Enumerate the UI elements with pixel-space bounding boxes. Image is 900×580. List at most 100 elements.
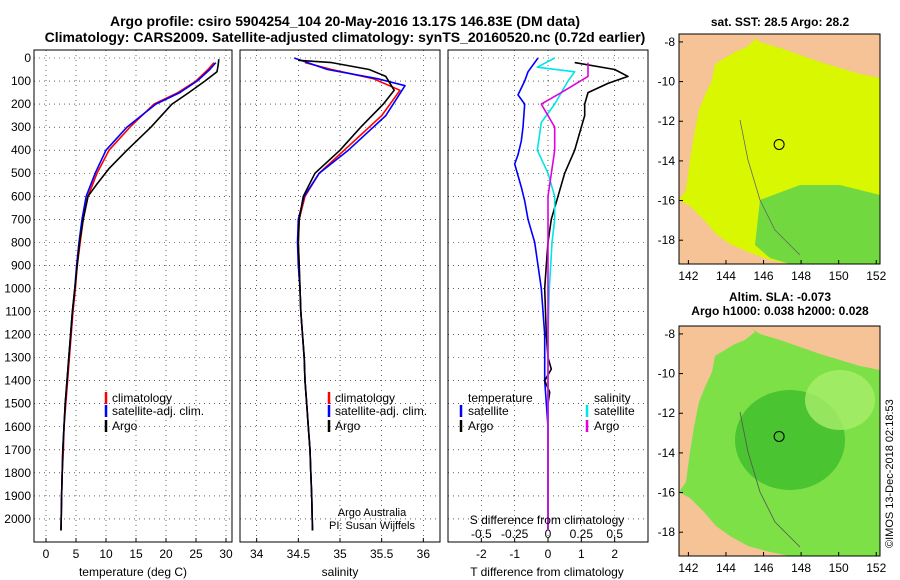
x-tick-label: 34.5 [287, 547, 311, 561]
depth-tick-label: 2000 [4, 512, 31, 526]
sla-shelf-contour [739, 411, 801, 548]
x-tick-label: 5 [73, 547, 80, 561]
sla-high-anomaly [805, 370, 875, 430]
depth-tick-label: 500 [11, 166, 31, 180]
series-t-argo [543, 61, 629, 531]
depth-tick-label: 1700 [4, 443, 31, 457]
depth-tick-label: 100 [11, 74, 31, 88]
x-tick-label: 25 [189, 547, 203, 561]
lat-tick-label: -12 [658, 406, 676, 420]
sla-land-cape-york [679, 326, 755, 492]
t-difference-axis-label: T difference from climatology [470, 565, 624, 579]
imos-timestamp: ©IMOS 13-Dec-2018 02:18:53 [884, 399, 896, 548]
series-argo [297, 59, 396, 531]
sst-lat-ticks: -8 -10 -12 -14 -16 -18 [658, 35, 683, 247]
depth-tick-label: 800 [11, 235, 31, 249]
sst-cooler-patch [755, 185, 880, 264]
difference-panel: -2 -1 0 1 2 -0.5 -0.25 0 0.25 0.5 S difference f… [447, 49, 649, 579]
lon-tick-label: 150 [829, 561, 849, 575]
temperature-axis-label: temperature (deg C) [79, 565, 187, 579]
x-tick-label: 15 [129, 547, 143, 561]
temperature-series [60, 59, 220, 531]
x-tick-label: 10 [99, 547, 113, 561]
s-diff-tick-label: -0.5 [471, 527, 492, 541]
lon-tick-label: 146 [754, 561, 774, 575]
sla-lat-ticks: -8 -10 -12 -14 -16 -18 [658, 327, 683, 539]
credit-line2: PI: Susan Wijffels [329, 520, 415, 532]
depth-tick-label: 1400 [4, 374, 31, 388]
lon-tick-label: 142 [678, 269, 698, 283]
sst-map-title: sat. SST: 28.5 Argo: 28.2 [711, 15, 850, 29]
x-tick-label: 0 [43, 547, 50, 561]
sal-legend-climatology-label: climatology [335, 391, 395, 405]
sla-map-title-line1: Altim. SLA: -0.073 [729, 290, 831, 304]
x-tick-label: 30 [219, 547, 233, 561]
lon-tick-label: 152 [866, 269, 886, 283]
sst-map-panel: sat. SST: 28.5 Argo: 28.2 142 144 146 148 15… [658, 15, 887, 283]
depth-tick-label: 400 [11, 143, 31, 157]
legend-s-satellite-label: satellite [594, 404, 635, 418]
salinity-panel: 34 34.5 35 35.5 36 salinity climatology sate… [239, 49, 441, 579]
salinity-grid [240, 50, 440, 542]
salinity-axis-ticks: 34 34.5 35 35.5 36 [250, 538, 430, 561]
sla-map-frame [678, 325, 881, 557]
lon-tick-label: 148 [791, 269, 811, 283]
sst-shelf-contour [739, 119, 801, 256]
series-s-argo [540, 62, 589, 531]
lon-tick-label: 142 [678, 561, 698, 575]
sla-land-coast [679, 492, 790, 556]
x-tick-label: 2 [611, 547, 618, 561]
depth-tick-label: 1600 [4, 420, 31, 434]
lat-tick-label: -16 [658, 194, 676, 208]
temperature-legend: climatology satellite-adj. clim. Argo [104, 391, 204, 433]
depth-tick-label: 1100 [5, 305, 31, 319]
sal-legend-satellite-label: satellite-adj. clim. [335, 404, 427, 418]
s-difference-axis-ticks: -0.5 -0.25 0 0.25 0.5 [471, 527, 623, 541]
lon-tick-label: 144 [716, 561, 736, 575]
lat-tick-label: -10 [658, 367, 676, 381]
sst-land-cape-york [679, 34, 755, 200]
sst-land-new-guinea [748, 34, 880, 78]
salinity-legend: climatology satellite-adj. clim. Argo [327, 391, 427, 433]
temperature-grid [34, 50, 232, 542]
sla-float-position-marker [773, 430, 785, 442]
x-tick-label: 35.5 [370, 547, 394, 561]
difference-legend: temperature satellite Argo salinity sate… [459, 391, 635, 433]
legend-temperature-title: temperature [468, 391, 533, 405]
legend-salinity-title: salinity [594, 391, 631, 405]
depth-tick-label: 1200 [4, 328, 31, 342]
sst-map-frame [678, 33, 881, 265]
s-diff-tick-label: 0 [545, 527, 552, 541]
salinity-axis-label: salinity [322, 565, 359, 579]
lon-tick-label: 144 [716, 269, 736, 283]
sla-map-panel: Altim. SLA: -0.073 Argo h1000: 0.038 h20… [658, 290, 887, 575]
lat-tick-label: -10 [658, 75, 676, 89]
lat-tick-label: -16 [658, 486, 676, 500]
depth-tick-label: 1900 [4, 489, 31, 503]
legend-t-satellite-label: satellite [468, 404, 509, 418]
sst-lon-ticks: 142 144 146 148 150 152 [678, 260, 887, 283]
credit-line1: Argo Australia [338, 507, 407, 519]
s-diff-tick-label: 0.5 [606, 527, 623, 541]
sla-land-new-guinea [748, 326, 880, 370]
depth-tick-label: 200 [11, 97, 31, 111]
x-tick-label: 1 [578, 547, 585, 561]
x-tick-label: 20 [159, 547, 173, 561]
depth-tick-label: 1300 [4, 351, 31, 365]
series-argo [60, 59, 220, 531]
series-t-satellite [513, 57, 549, 531]
legend-s-argo-label: Argo [594, 419, 620, 433]
depth-tick-label: 900 [11, 258, 31, 272]
legend-argo-label: Argo [112, 419, 138, 433]
lat-tick-label: -14 [658, 154, 676, 168]
salinity-series [293, 57, 406, 531]
sst-float-position-marker [773, 138, 785, 150]
temperature-plot-frame [33, 49, 233, 543]
lon-tick-label: 150 [829, 269, 849, 283]
x-tick-label: 0 [545, 547, 552, 561]
depth-tick-label: 0 [24, 51, 31, 65]
x-tick-label: 35 [333, 547, 347, 561]
figure-title-line2: Climatology: CARS2009. Satellite-adjuste… [45, 29, 646, 45]
sal-legend-argo-label: Argo [335, 419, 361, 433]
